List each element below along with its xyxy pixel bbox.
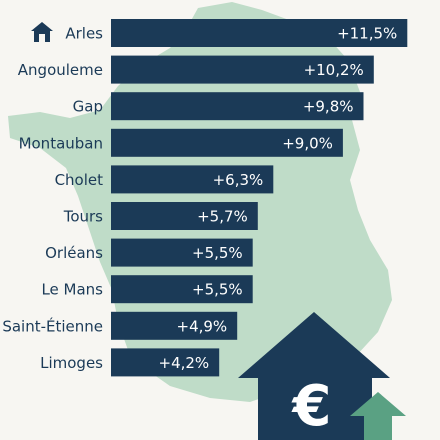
bar-0 — [111, 19, 408, 47]
value-label-2: +9,8% — [303, 98, 354, 116]
value-label-5: +5,7% — [197, 208, 248, 226]
labels-layer: Arles Angouleme Gap Montauban Cholet Tours Orl… — [2, 25, 103, 372]
category-label-2: Gap — [73, 98, 103, 116]
bar-4 — [111, 165, 274, 194]
values-layer: +11,5% +10,2% +9,8% +9,0% +6,3% +5,7% +5,5% +5,… — [159, 25, 398, 372]
house-euro-icon: € — [238, 312, 390, 440]
bars-layer — [111, 19, 408, 377]
category-label-3: Montauban — [19, 134, 103, 152]
category-label-4: Cholet — [55, 171, 104, 189]
bar-3 — [111, 128, 343, 157]
value-label-0: +11,5% — [337, 25, 397, 43]
bar-7 — [111, 275, 253, 304]
value-label-1: +10,2% — [304, 61, 364, 79]
bar-5 — [111, 202, 258, 230]
category-label-8: Saint-Étienne — [2, 316, 103, 335]
value-label-6: +5,5% — [192, 244, 243, 262]
category-label-5: Tours — [63, 208, 103, 226]
value-label-7: +5,5% — [192, 281, 243, 299]
bar-9 — [111, 348, 220, 377]
category-label-9: Limoges — [40, 354, 103, 372]
category-label-1: Angouleme — [18, 61, 103, 79]
bar-8 — [111, 311, 238, 340]
bar-2 — [111, 92, 364, 121]
bar-6 — [111, 238, 253, 267]
bar-1 — [111, 55, 374, 84]
home-icon — [31, 22, 53, 42]
value-label-8: +4,9% — [177, 317, 228, 335]
value-label-4: +6,3% — [213, 171, 264, 189]
category-label-0: Arles — [65, 25, 103, 43]
up-arrow-icon — [350, 392, 406, 440]
value-label-9: +4,2% — [159, 354, 210, 372]
category-label-7: Le Mans — [41, 281, 103, 299]
category-label-6: Orléans — [45, 244, 103, 262]
svg-text:€: € — [291, 374, 332, 439]
value-label-3: +9,0% — [282, 134, 333, 152]
